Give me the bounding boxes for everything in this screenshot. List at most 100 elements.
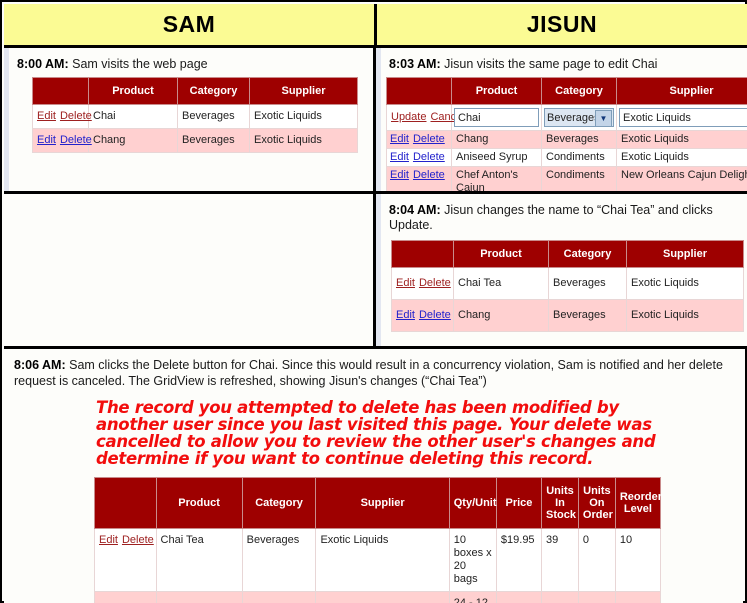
panel-bottom-806: 8:06 AM: Sam clicks the Delete button fo… (4, 349, 743, 603)
delete-link[interactable]: Delete (412, 169, 445, 181)
edit-link[interactable]: Edit (390, 151, 409, 163)
col-header-commands (32, 77, 89, 105)
cell-qty-unit: 10 boxes x 20 bags (448, 528, 497, 592)
col-header-product: Product (155, 477, 243, 529)
concurrency-error-message: The record you attempted to delete has b… (96, 398, 656, 468)
table-row: Edit Delete Chai Tea Beverages Exotic Liq… (94, 528, 662, 592)
cell-category: Beverages (541, 130, 617, 149)
cell-supplier: Exotic Liquids (616, 130, 747, 149)
cell-units-in-stock: 39 (541, 528, 579, 592)
cell-units-on-order: 0 (577, 528, 616, 592)
cell-units-on-order: 40 (577, 591, 616, 603)
cell-supplier-edit (616, 104, 747, 131)
timestamp-sam-800: 8:00 AM: (17, 57, 69, 71)
row-commands-edit: Update Cancel (386, 104, 465, 131)
column-divider (373, 48, 376, 346)
col-header-supplier: Supplier (616, 77, 747, 105)
panel-jisun-803: 8:03 AM: Jisun visits the same page to e… (376, 48, 747, 191)
cell-product: Chang (451, 130, 542, 149)
edit-link[interactable]: Edit (396, 309, 415, 321)
panel-scrollbar[interactable] (4, 48, 9, 191)
panel-scrollbar[interactable] (376, 194, 381, 346)
gridview-sam-800: Product Category Supplier Edit Delete Cha… (32, 77, 358, 153)
col-header-product: Product (451, 77, 542, 105)
delete-link[interactable]: Delete (59, 110, 92, 122)
caption-text-jisun-804: Jisun changes the name to “Chai Tea” and… (389, 203, 713, 232)
gridview-header-row: Product Category Supplier (32, 77, 358, 105)
cell-supplier: Exotic Liquids (249, 128, 358, 153)
edit-link[interactable]: Edit (396, 277, 415, 289)
table-row: Edit Delete Chai Beverages Exotic Liquids (32, 104, 358, 129)
col-header-category: Category (541, 77, 617, 105)
gridview-header-row: Product Category Supplier (391, 240, 744, 268)
col-header-units-on-order: Units On Order (577, 477, 616, 529)
cell-category: Condiments (541, 166, 617, 191)
cell-reorder-level: 25 (614, 591, 662, 603)
table-row: Edit Delete Chai Tea Beverages Exotic Liq… (391, 267, 744, 300)
gridview-bottom: Product Category Supplier Qty/Unit Price… (94, 477, 662, 603)
cell-reorder-level: 10 (614, 528, 662, 592)
col-header-product: Product (88, 77, 178, 105)
delete-link[interactable]: Delete (418, 277, 451, 289)
cell-category: Beverages (241, 591, 317, 603)
cell-supplier: Exotic Liquids (315, 528, 450, 592)
product-name-input[interactable] (454, 108, 539, 127)
panel-scrollbar[interactable] (376, 48, 381, 191)
delete-link[interactable]: Delete (59, 134, 92, 146)
category-dropdown[interactable]: Beverages (544, 108, 614, 127)
cell-qty-unit: 24 - 12 oz (448, 591, 497, 603)
col-header-supplier: Supplier (249, 77, 358, 105)
edit-link[interactable]: Edit (390, 169, 409, 181)
category-dropdown-wrap: Beverages ▼ (544, 108, 614, 127)
caption-sam-800: 8:00 AM: Sam visits the web page (9, 48, 373, 77)
banner-sam: SAM (4, 4, 377, 45)
cell-category: Beverages (177, 128, 250, 153)
cell-price: $19.00 (495, 591, 543, 603)
edit-link[interactable]: Edit (390, 133, 409, 145)
gridview-header-row: Product Category Supplier (386, 77, 747, 105)
col-header-commands (391, 240, 454, 268)
cell-product: Chang (88, 128, 178, 153)
cell-product: Aniseed Syrup (451, 148, 542, 167)
edit-link[interactable]: Edit (99, 534, 118, 546)
gridview-jisun-804: Product Category Supplier Edit Delete Cha… (391, 240, 744, 332)
caption-jisun-804: 8:04 AM: Jisun changes the name to “Chai… (381, 194, 747, 238)
delete-link[interactable]: Delete (412, 151, 445, 163)
edit-link[interactable]: Edit (37, 134, 56, 146)
timestamp-jisun-803: 8:03 AM: (389, 57, 441, 71)
timestamp-bottom-806: 8:06 AM: (14, 358, 66, 372)
banner-jisun: JISUN (377, 4, 747, 45)
col-header-reorder-level: Reorder Level (614, 477, 662, 529)
cell-category: Condiments (541, 148, 617, 167)
cell-category: Beverages (177, 104, 250, 129)
panel-sam-800: 8:00 AM: Sam visits the web page Product… (4, 48, 373, 191)
col-header-supplier: Supplier (626, 240, 744, 268)
col-header-category: Category (241, 477, 317, 529)
cell-category-edit: Beverages ▼ (541, 104, 617, 131)
edit-link[interactable]: Edit (37, 110, 56, 122)
timestamp-jisun-804: 8:04 AM: (389, 203, 441, 217)
cell-product: Chai (88, 104, 178, 129)
banner-row: SAM JISUN (4, 4, 747, 45)
supplier-input[interactable] (619, 108, 747, 127)
delete-link[interactable]: Delete (412, 133, 445, 145)
cell-price: $19.95 (495, 528, 543, 592)
cell-product: Chai Tea (155, 528, 243, 592)
col-header-product: Product (453, 240, 549, 268)
update-link[interactable]: Update (391, 111, 427, 123)
cell-category: Beverages (241, 528, 317, 592)
delete-link[interactable]: Delete (418, 309, 451, 321)
col-header-qty-unit: Qty/Unit (448, 477, 497, 529)
delete-link[interactable]: Delete (121, 534, 154, 546)
cell-product-edit (451, 104, 542, 131)
col-header-commands (94, 477, 157, 529)
